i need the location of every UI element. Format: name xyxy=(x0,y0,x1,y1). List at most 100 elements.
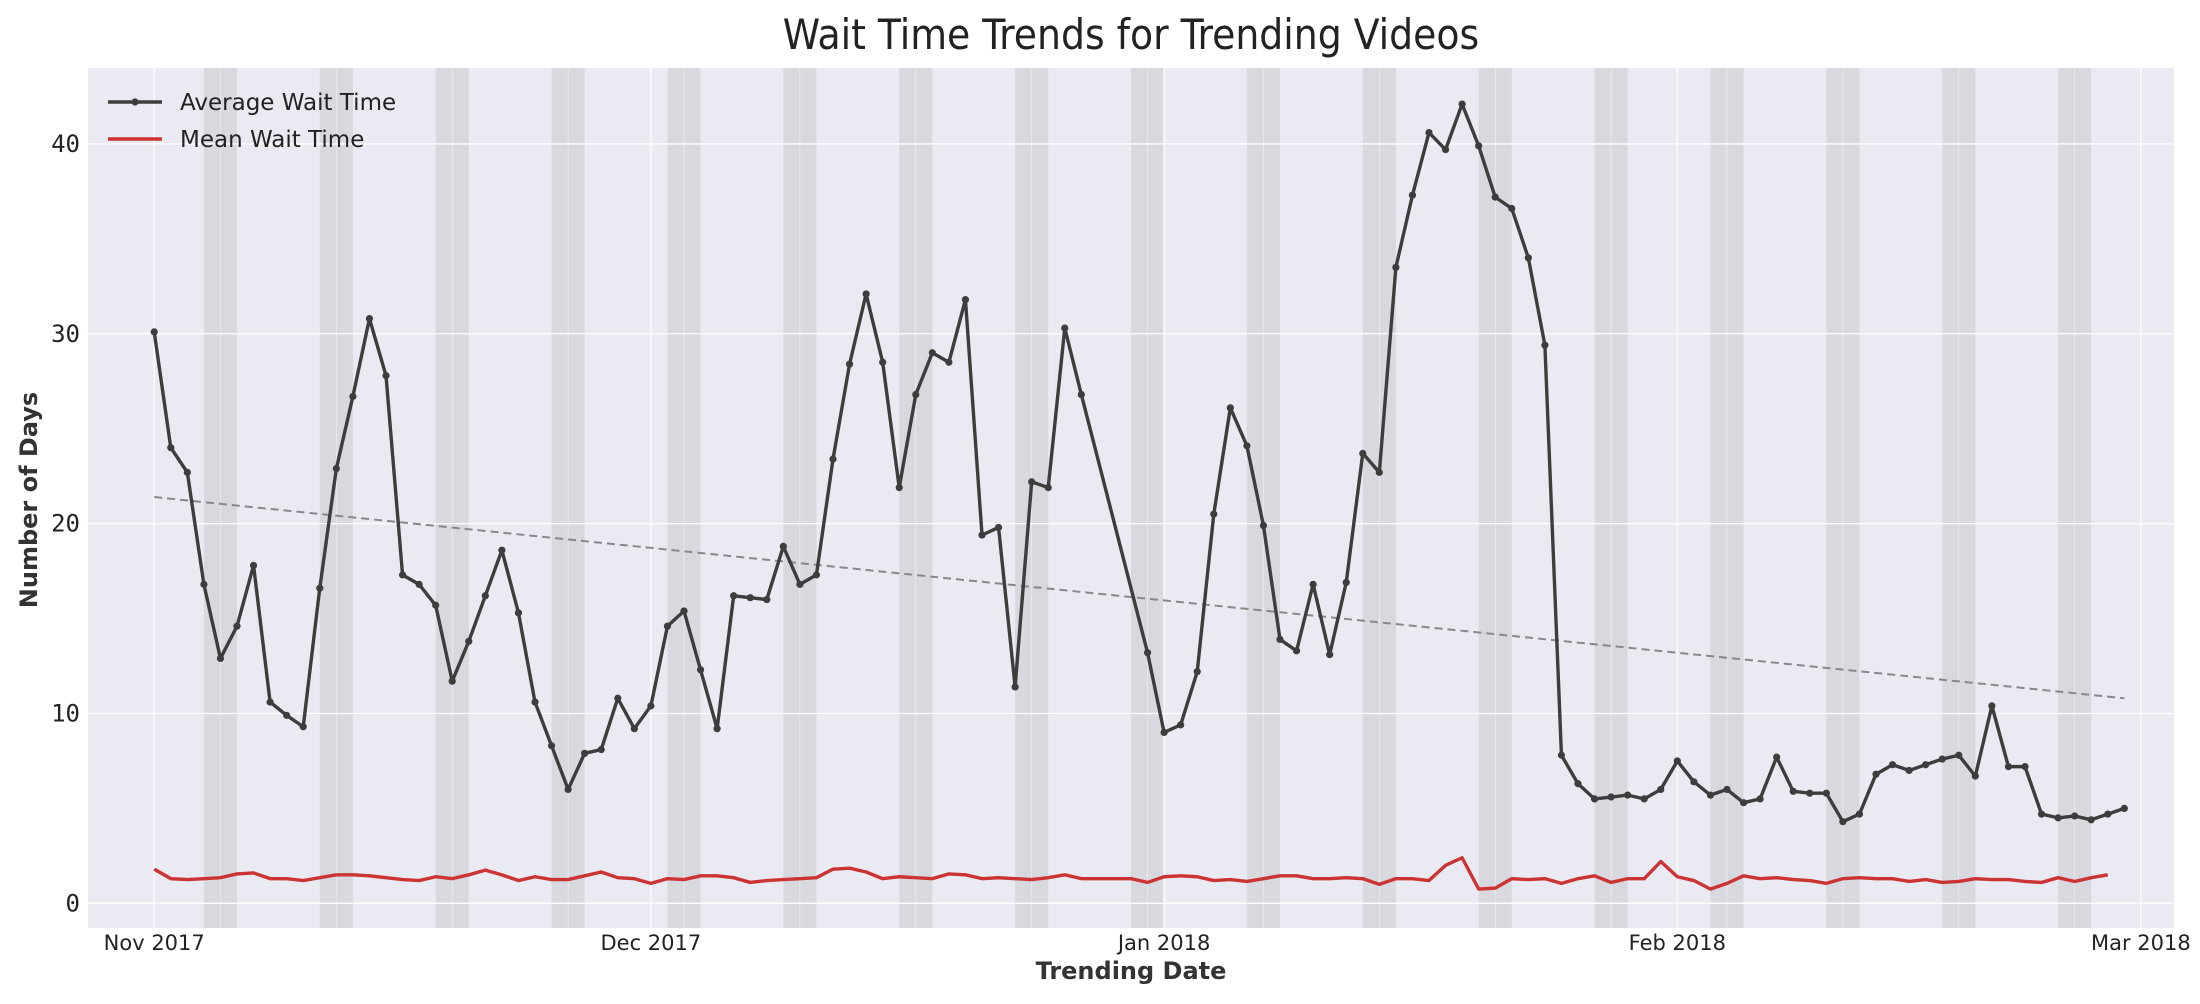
average-wait-time-point xyxy=(1226,404,1234,412)
average-wait-time-point xyxy=(1590,795,1599,803)
average-wait-time-point xyxy=(2071,812,2079,820)
x-tick-label: Dec 2017 xyxy=(601,931,702,955)
average-wait-time-point xyxy=(1673,757,1681,765)
average-wait-time-point xyxy=(1425,128,1433,137)
average-wait-time-point xyxy=(647,702,655,710)
y-tick-label: 10 xyxy=(51,699,80,727)
average-wait-time-point xyxy=(994,523,1003,532)
average-wait-time-point xyxy=(862,290,870,298)
average-wait-time-point xyxy=(779,542,787,551)
average-wait-time-point xyxy=(200,580,208,588)
average-wait-time-point xyxy=(1607,793,1615,801)
average-wait-time-point xyxy=(514,609,523,617)
average-wait-time-point xyxy=(382,371,390,380)
average-wait-time-point xyxy=(1177,721,1185,729)
average-wait-time-point xyxy=(1756,795,1764,803)
x-tick-label: Nov 2017 xyxy=(104,931,205,955)
average-wait-time-point xyxy=(233,622,241,630)
average-wait-time-point xyxy=(448,677,456,685)
average-wait-time-point xyxy=(1375,468,1383,476)
average-wait-time-point xyxy=(498,546,506,554)
average-wait-time-point xyxy=(349,392,357,401)
average-wait-time-point xyxy=(1475,142,1483,150)
average-wait-time-point xyxy=(1160,728,1168,737)
average-wait-time-point xyxy=(961,296,970,304)
average-wait-time-point xyxy=(1557,751,1566,759)
trend-line xyxy=(154,496,2125,700)
average-wait-time-point xyxy=(1028,478,1036,486)
legend: Average Wait Time Mean Wait Time xyxy=(108,90,396,153)
y-axis-label: Number of Days xyxy=(15,392,43,608)
average-wait-time-point xyxy=(432,601,440,609)
average-wait-time-point xyxy=(1971,772,1979,780)
average-wait-time-point xyxy=(945,358,953,366)
average-wait-time-point xyxy=(332,464,340,473)
average-wait-time-point xyxy=(167,444,175,452)
average-wait-time-point xyxy=(2120,804,2128,812)
average-wait-time-point xyxy=(1276,635,1284,644)
average-wait-time-point xyxy=(1441,146,1450,154)
average-wait-time-point xyxy=(266,698,274,706)
x-axis-label: Trending Date xyxy=(1036,957,1227,985)
average-wait-time-point xyxy=(1508,204,1516,213)
average-wait-time-point xyxy=(1723,785,1731,794)
average-wait-time-point xyxy=(1342,578,1350,587)
average-wait-time-point xyxy=(2021,763,2029,771)
average-wait-time-point xyxy=(1309,580,1317,588)
legend-label: Average Wait Time xyxy=(180,90,396,116)
average-wait-time-point xyxy=(1690,778,1698,786)
average-wait-time-point xyxy=(150,328,158,336)
average-wait-time-point xyxy=(564,785,572,794)
average-wait-time-point xyxy=(1773,753,1781,761)
average-wait-time-point xyxy=(630,725,638,733)
average-wait-time-point xyxy=(1789,787,1797,795)
average-wait-time-point xyxy=(1624,791,1632,799)
average-wait-time-point xyxy=(1408,191,1417,199)
average-wait-time-point xyxy=(879,358,887,366)
average-wait-time-point xyxy=(316,584,324,592)
average-wait-time-point xyxy=(1011,683,1019,691)
average-wait-time-point xyxy=(183,468,191,476)
average-wait-time-point xyxy=(415,580,423,588)
average-wait-time-point xyxy=(895,483,903,492)
average-wait-time-point xyxy=(1359,449,1367,457)
average-wait-time-point xyxy=(812,571,821,579)
average-wait-time-point xyxy=(1292,647,1301,655)
average-wait-time-point xyxy=(912,390,920,399)
average-wait-time-point xyxy=(249,561,258,569)
average-wait-time-point xyxy=(1888,761,1897,769)
average-wait-time-point xyxy=(845,360,854,368)
average-wait-time-point xyxy=(1077,390,1085,399)
y-tick-label: 20 xyxy=(51,510,80,538)
average-wait-time-point xyxy=(1657,785,1665,794)
average-wait-time-point xyxy=(398,571,407,579)
average-wait-time-point xyxy=(365,314,374,323)
average-wait-time-point xyxy=(1392,263,1400,271)
average-wait-time-point xyxy=(1706,791,1715,799)
average-wait-time-point xyxy=(2087,816,2095,824)
chart-title: Wait Time Trends for Trending Videos xyxy=(783,10,1479,59)
average-wait-time-point xyxy=(1855,810,1864,818)
average-wait-time-point xyxy=(1243,442,1251,450)
average-wait-time-point xyxy=(1491,193,1499,201)
average-wait-time-point xyxy=(746,594,754,602)
average-wait-time-point xyxy=(283,711,291,719)
average-wait-time-point xyxy=(1574,780,1582,788)
x-tick-label: Mar 2018 xyxy=(2091,931,2191,955)
average-wait-time-point xyxy=(481,592,489,600)
x-tick-label: Feb 2018 xyxy=(1629,931,1726,955)
average-wait-time-point xyxy=(1988,702,1996,710)
average-wait-time-point xyxy=(1640,795,1648,803)
average-wait-time-point xyxy=(614,694,622,702)
average-wait-time-point xyxy=(1839,818,1847,826)
average-wait-time-point xyxy=(2004,763,2013,771)
average-wait-time-point xyxy=(1524,254,1532,262)
average-wait-time-point xyxy=(547,742,556,750)
average-wait-time-point xyxy=(978,531,986,539)
average-wait-time-point xyxy=(299,723,307,731)
average-wait-time-point xyxy=(2104,810,2112,818)
average-wait-time-point xyxy=(597,745,605,754)
y-tick-label: 0 xyxy=(66,889,80,917)
